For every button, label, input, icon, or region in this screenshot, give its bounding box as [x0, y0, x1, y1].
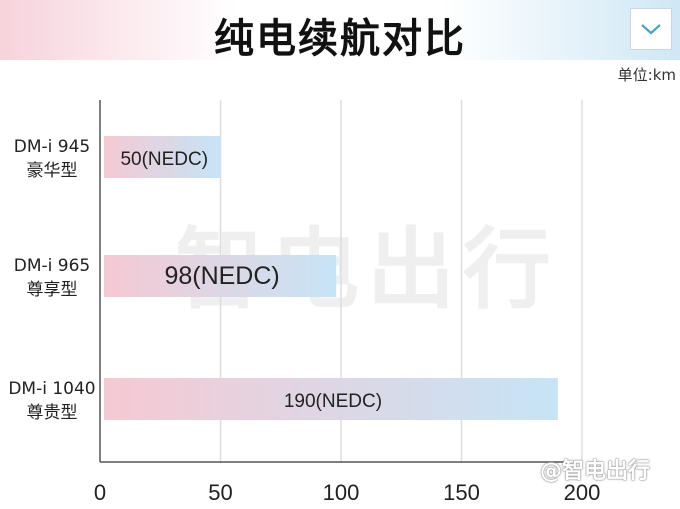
category-label: DM-i 945 [14, 137, 90, 157]
unit-label: 单位:km [617, 66, 676, 84]
x-tick-label: 100 [323, 480, 360, 505]
data-label: 98(NEDC) [164, 262, 279, 290]
bar [104, 136, 221, 178]
data-label: 190(NEDC) [284, 391, 382, 412]
brand-logo: @智电出行 [539, 459, 650, 484]
category-label: DM-i 965 [14, 256, 90, 276]
x-tick-label: 50 [208, 480, 232, 505]
x-tick-label: 0 [94, 480, 106, 505]
x-tick-label: 150 [443, 480, 480, 505]
category-sublabel: 尊享型 [27, 280, 78, 300]
category-sublabel: 豪华型 [27, 160, 78, 181]
bar [104, 378, 558, 420]
title-bar: 纯电续航对比 [0, 0, 680, 62]
category-sublabel: 尊贵型 [27, 403, 78, 423]
bar [104, 255, 337, 297]
collapse-button[interactable] [630, 8, 672, 50]
x-tick-label: 200 [564, 480, 601, 505]
category-label: DM-i 1040 [8, 379, 95, 399]
data-label: 50(NEDC) [120, 149, 208, 170]
page-title: 纯电续航对比 [214, 16, 466, 62]
chevron-down-icon [641, 24, 661, 35]
